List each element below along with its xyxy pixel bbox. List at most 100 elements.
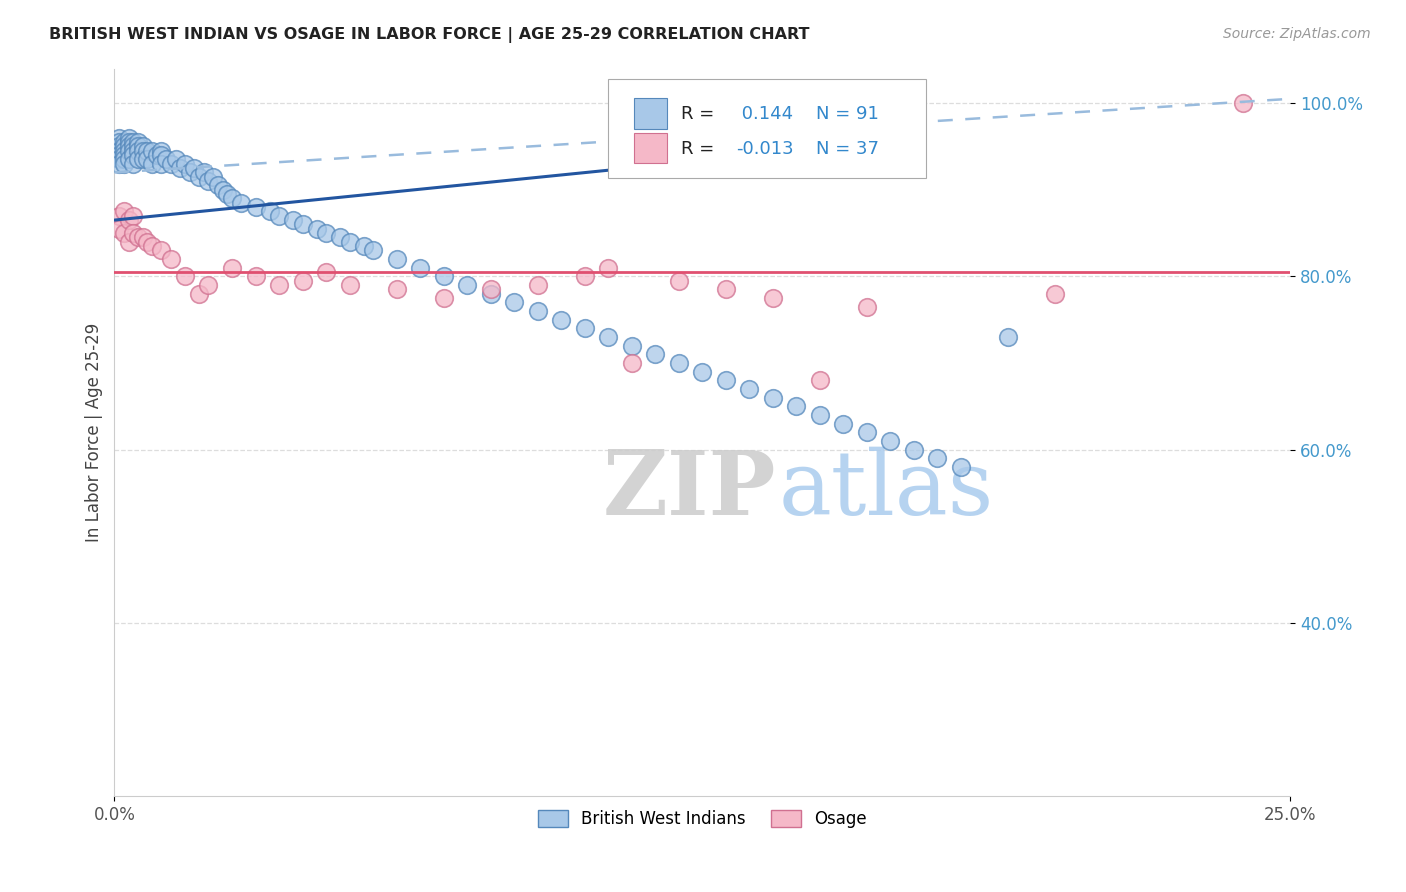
Point [131,230,153,244]
Text: R =: R = [681,139,720,158]
Point [456,278,478,293]
Point [281,213,304,227]
Point [117,235,139,249]
Point [112,135,135,149]
Point [197,278,219,293]
Point [433,269,456,284]
Point [479,282,502,296]
Point [160,157,183,171]
Point [112,144,135,158]
Text: -0.013: -0.013 [737,139,794,158]
Point [155,153,177,167]
Point [267,278,290,293]
Point [339,278,361,293]
Point [620,356,643,370]
Point [1232,96,1254,111]
Point [231,195,253,210]
Point [122,226,145,240]
Text: atlas: atlas [779,447,994,534]
Point [385,252,408,266]
Point [714,282,737,296]
Point [117,153,139,167]
FancyBboxPatch shape [609,79,925,178]
Point [117,135,139,149]
FancyBboxPatch shape [634,133,666,163]
Point [361,244,384,258]
Point [108,130,131,145]
Point [267,209,290,223]
Point [738,382,761,396]
Point [574,321,596,335]
Point [221,260,243,275]
Point [117,139,139,153]
Point [183,161,205,175]
Point [150,144,173,158]
Text: ZIP: ZIP [602,447,776,534]
Point [949,459,972,474]
Point [112,226,135,240]
Point [808,373,831,387]
FancyBboxPatch shape [634,98,666,129]
Point [141,239,163,253]
Legend: British West Indians, Osage: British West Indians, Osage [531,804,873,835]
Point [1043,286,1066,301]
Point [808,408,831,422]
Point [112,157,135,171]
Point [108,209,131,223]
Point [245,269,267,284]
Point [136,153,159,167]
Text: BRITISH WEST INDIAN VS OSAGE IN LABOR FORCE | AGE 25-29 CORRELATION CHART: BRITISH WEST INDIAN VS OSAGE IN LABOR FO… [49,27,810,43]
Point [762,391,785,405]
Point [245,200,267,214]
Point [108,221,131,235]
Point [668,274,690,288]
Point [339,235,361,249]
Point [785,400,807,414]
Point [117,144,139,158]
Point [160,252,183,266]
Point [620,339,643,353]
Point [136,144,159,158]
Point [174,269,197,284]
Point [112,153,135,167]
Point [598,260,620,275]
Point [169,161,191,175]
Point [127,230,149,244]
Point [179,165,201,179]
Point [127,144,149,158]
Point [122,148,145,162]
Point [197,174,219,188]
Point [108,135,131,149]
Point [550,312,572,326]
Point [150,157,173,171]
Point [131,139,153,153]
Point [108,139,131,153]
Point [259,204,281,219]
Point [145,148,167,162]
Y-axis label: In Labor Force | Age 25-29: In Labor Force | Age 25-29 [86,323,103,542]
Point [305,221,328,235]
Point [108,153,131,167]
Point [108,144,131,158]
Point [668,356,690,370]
Point [690,365,713,379]
Point [644,347,666,361]
Point [188,169,211,184]
Point [127,139,149,153]
Point [832,417,855,431]
Point [117,130,139,145]
Point [127,135,149,149]
Point [174,157,197,171]
Point [856,425,879,440]
Point [762,291,785,305]
Point [927,451,949,466]
Point [291,274,314,288]
Point [150,148,173,162]
Point [122,135,145,149]
Point [122,139,145,153]
Point [131,153,153,167]
Point [433,291,456,305]
Text: Source: ZipAtlas.com: Source: ZipAtlas.com [1223,27,1371,41]
Point [479,286,502,301]
Point [879,434,901,448]
